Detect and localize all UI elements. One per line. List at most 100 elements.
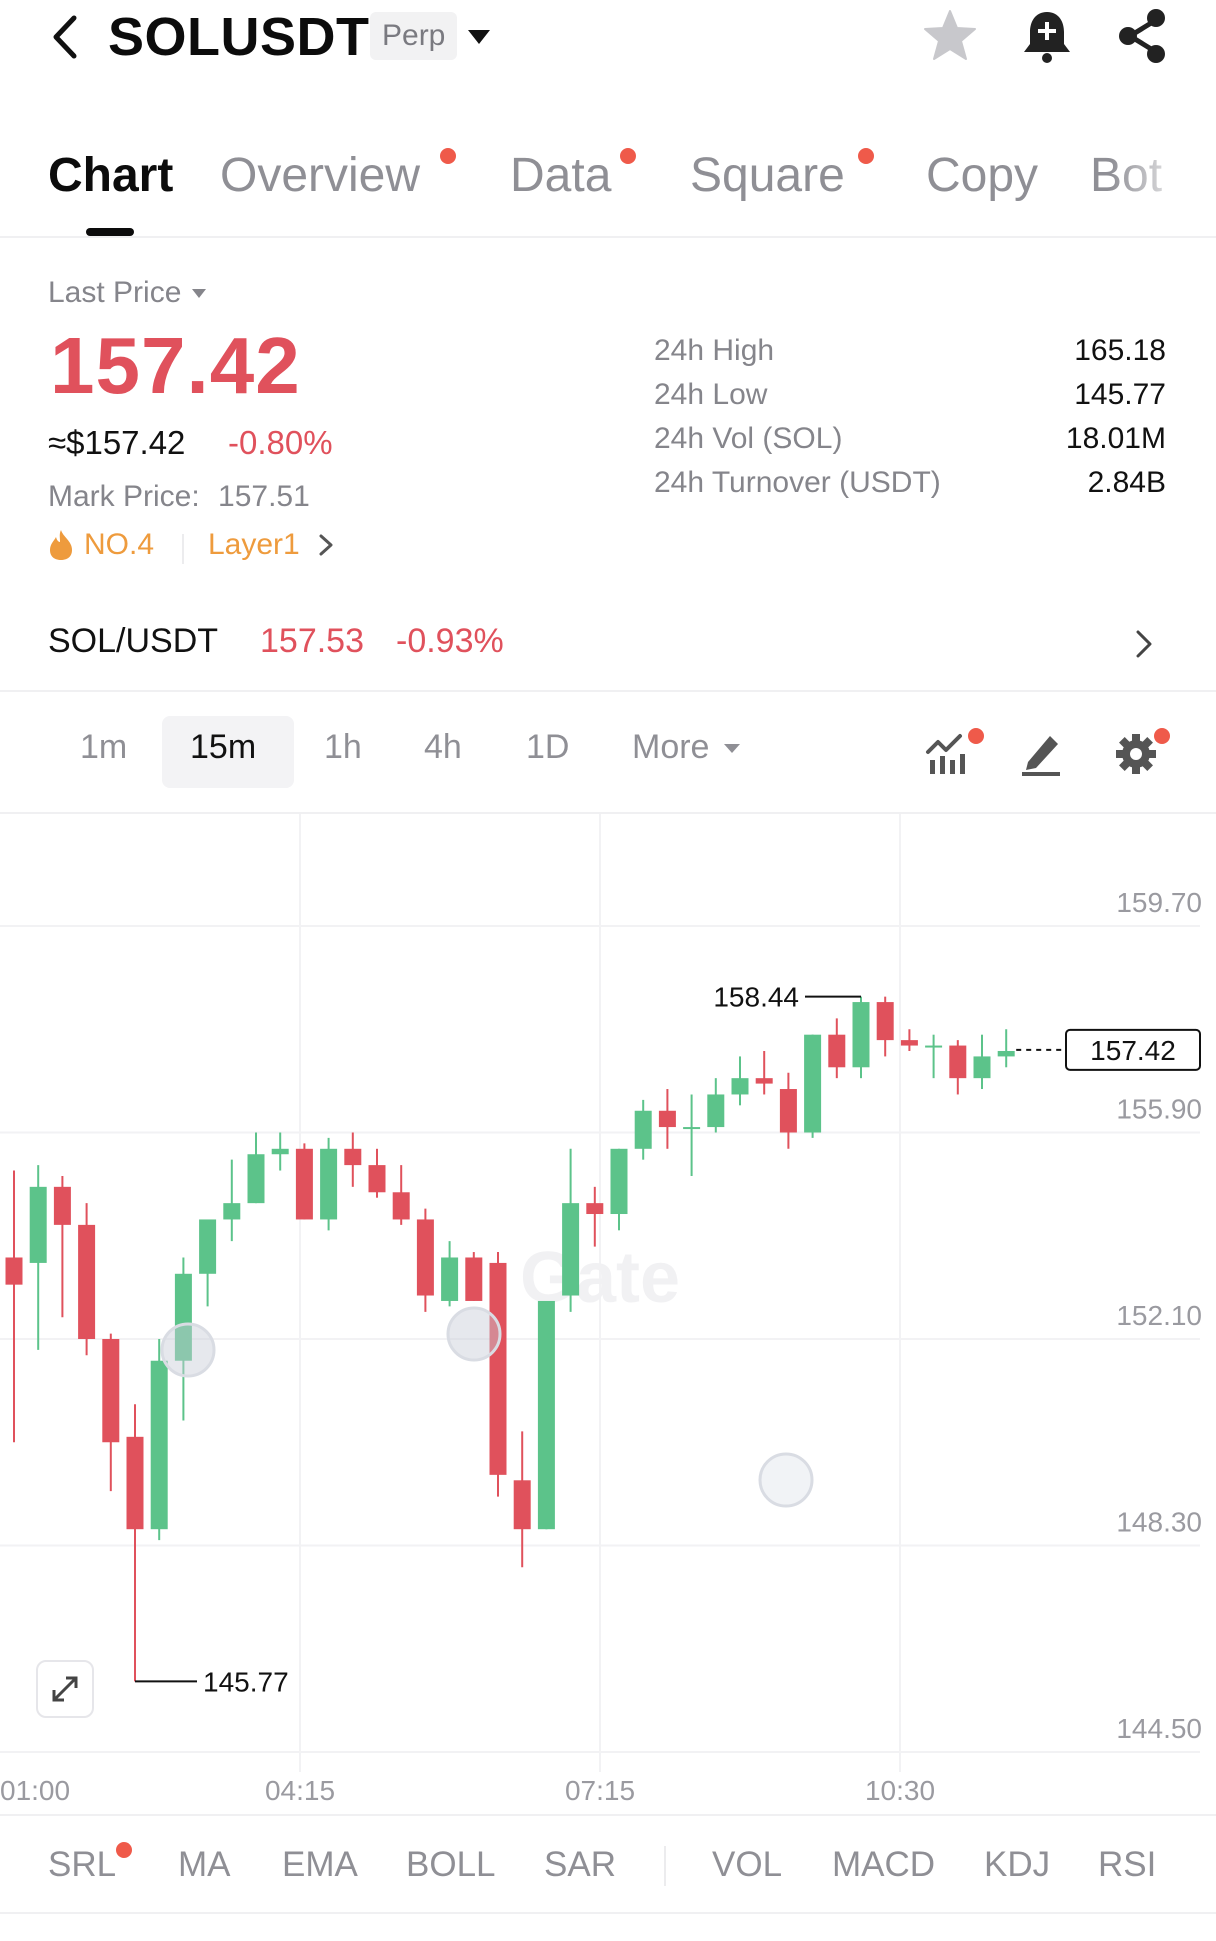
indicator-ma[interactable]: MA [178, 1845, 231, 1884]
interval-15m[interactable]: 15m [190, 728, 257, 766]
indicator-group-separator [664, 1846, 666, 1886]
contract-type-badge[interactable]: Perp [370, 12, 458, 60]
candle-body [852, 1002, 870, 1068]
tabs-fade [1110, 140, 1216, 210]
spot-market-row[interactable]: SOL/USDT 157.53 -0.93% [0, 610, 1216, 682]
candle-body [199, 1219, 217, 1274]
tab-overview[interactable]: Overview [220, 149, 421, 202]
tab-copy[interactable]: Copy [926, 149, 1039, 202]
indicator-rsi[interactable]: RSI [1098, 1845, 1157, 1884]
favorite-star-icon[interactable] [922, 8, 978, 64]
back-icon[interactable] [42, 12, 92, 62]
tab-data-notification-dot [620, 148, 636, 164]
candles [5, 996, 1015, 1682]
chart-grid [0, 814, 1200, 1772]
spot-change: -0.93% [396, 622, 504, 660]
tab-data[interactable]: Data [510, 149, 612, 202]
stat-value-24h-vol: 18.01M [1065, 422, 1166, 455]
high-marker-label: 158.44 [713, 982, 799, 1013]
candle-body [804, 1034, 822, 1133]
candle-body [586, 1203, 604, 1215]
candle-body [29, 1186, 47, 1263]
candle-body [102, 1339, 120, 1443]
interval-4h[interactable]: 4h [424, 728, 462, 766]
spot-pair: SOL/USDT [48, 622, 219, 660]
symbol-title[interactable]: SOLUSDT [108, 7, 370, 67]
touch-indicator [446, 1306, 502, 1362]
sector-tag[interactable]: Layer1 [208, 528, 334, 562]
candle-body [828, 1034, 846, 1068]
candle-body [562, 1203, 580, 1296]
interval-1m[interactable]: 1m [80, 728, 128, 766]
settings-notification-dot [1154, 728, 1170, 744]
rank-badge[interactable]: NO.4 [48, 528, 154, 562]
tabs-divider [0, 236, 1216, 238]
symbol-dropdown-icon[interactable] [466, 28, 492, 46]
chart-markers: 158.44 145.77 157.42 [135, 982, 1201, 1697]
interval-1h[interactable]: 1h [324, 728, 362, 766]
y-tick-label: 159.70 [1116, 887, 1202, 918]
stat-label-24h-high: 24h High [654, 334, 775, 367]
x-tick-label: 10:30 [865, 1775, 935, 1806]
indicator-ema[interactable]: EMA [282, 1845, 358, 1884]
candle-body [271, 1148, 289, 1155]
x-tick-label: 01:00 [0, 1775, 70, 1806]
candle-body [755, 1078, 773, 1084]
indicator-sar[interactable]: SAR [544, 1845, 616, 1884]
candle-body [731, 1078, 749, 1095]
y-axis-labels: 159.70 155.90 152.10 148.30 144.50 [1116, 887, 1202, 1744]
touch-indicator [160, 1322, 216, 1378]
stat-value-24h-high: 165.18 [1074, 334, 1166, 367]
mark-price-row: Mark Price: 157.51 [48, 480, 310, 514]
active-tab-indicator [86, 228, 134, 236]
candle-body [223, 1203, 241, 1220]
last-price: 157.42 [50, 321, 301, 410]
price-type-caret-icon [192, 289, 207, 298]
fullscreen-button[interactable] [36, 1660, 94, 1718]
candle-body [320, 1148, 338, 1220]
stat-value-24h-low: 145.77 [1074, 378, 1166, 411]
candle-body [416, 1219, 434, 1296]
x-tick-label: 07:15 [565, 1775, 635, 1806]
indicator-macd[interactable]: MACD [832, 1845, 936, 1884]
candle-body [78, 1224, 96, 1339]
current-price-label: 157.42 [1090, 1035, 1176, 1066]
active-interval-background [162, 716, 294, 788]
candle-body [53, 1186, 71, 1225]
tab-overview-notification-dot [440, 148, 456, 164]
candle-body [150, 1360, 168, 1530]
price-alert-bell-icon[interactable] [1020, 8, 1074, 64]
tab-chart[interactable]: Chart [48, 149, 174, 202]
candle-body [683, 1127, 701, 1130]
interval-more-dropdown[interactable]: More [632, 728, 741, 767]
touch-indicators [160, 1306, 814, 1508]
indicator-kdj[interactable]: KDJ [984, 1845, 1051, 1884]
indicator-srl-notification-dot [116, 1842, 132, 1858]
chart-settings-gear-icon[interactable] [1114, 728, 1170, 778]
candle-body [174, 1273, 192, 1361]
interval-1d[interactable]: 1D [526, 728, 570, 766]
drawing-tool-pencil-icon[interactable] [1020, 730, 1062, 776]
price-type-label: Last Price [48, 276, 182, 309]
spot-price: 157.53 [260, 622, 364, 660]
indicator-divider-bottom [0, 1912, 1216, 1914]
stat-label-24h-vol: 24h Vol (SOL) [654, 422, 843, 455]
candle-body [949, 1045, 967, 1079]
indicator-vol[interactable]: VOL [712, 1845, 783, 1884]
spot-divider [0, 690, 1216, 692]
indicator-settings-icon[interactable] [924, 728, 984, 776]
stat-label-24h-low: 24h Low [654, 378, 768, 411]
share-icon[interactable] [1116, 8, 1170, 64]
x-axis-labels: 01:00 04:15 07:15 10:30 [0, 1775, 935, 1806]
indicator-srl[interactable]: SRL [48, 1845, 117, 1884]
candle-body [997, 1050, 1015, 1057]
candle-body [634, 1110, 652, 1149]
candle-body [295, 1148, 313, 1220]
rank-label: NO.4 [84, 528, 155, 561]
candle-body [489, 1262, 507, 1475]
tab-square[interactable]: Square [690, 149, 845, 202]
indicator-boll[interactable]: BOLL [406, 1845, 496, 1884]
candle-body [925, 1045, 943, 1048]
price-type-selector[interactable]: Last Price [48, 276, 207, 310]
